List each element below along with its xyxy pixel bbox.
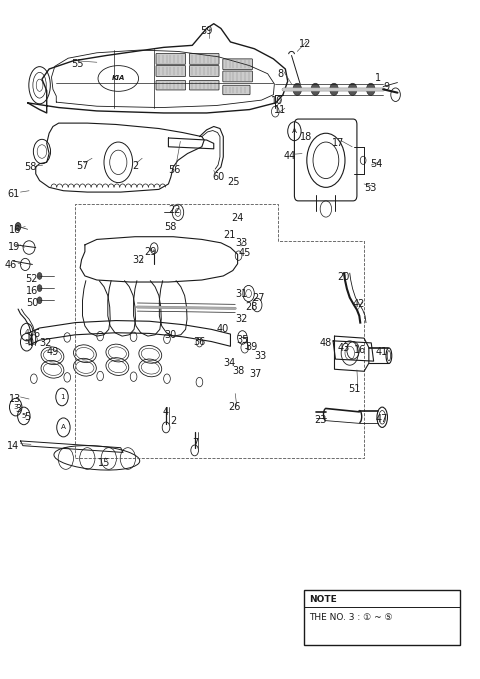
Circle shape xyxy=(348,84,357,95)
Text: 14: 14 xyxy=(7,441,20,451)
Text: 1: 1 xyxy=(375,73,382,83)
Text: 26: 26 xyxy=(228,402,240,412)
Text: 34: 34 xyxy=(223,358,235,368)
Circle shape xyxy=(330,84,338,95)
Text: 37: 37 xyxy=(249,369,262,379)
FancyBboxPatch shape xyxy=(223,71,252,82)
Text: 39: 39 xyxy=(245,342,258,352)
Text: 32: 32 xyxy=(39,338,52,348)
FancyBboxPatch shape xyxy=(190,54,219,65)
Text: 24: 24 xyxy=(231,213,243,223)
Text: 51: 51 xyxy=(348,384,361,394)
Text: NOTE: NOTE xyxy=(309,595,337,604)
Text: 47: 47 xyxy=(376,414,388,424)
Text: 33: 33 xyxy=(254,351,267,361)
Text: 33: 33 xyxy=(235,238,247,248)
Circle shape xyxy=(37,272,42,279)
Text: 5: 5 xyxy=(24,412,31,422)
Text: 50: 50 xyxy=(26,298,38,308)
Text: 10: 10 xyxy=(271,96,283,107)
Text: 4: 4 xyxy=(163,407,169,417)
Text: 16: 16 xyxy=(26,286,38,296)
Text: 16: 16 xyxy=(9,225,21,235)
Text: 3: 3 xyxy=(15,404,22,414)
Circle shape xyxy=(366,84,375,95)
Text: 44: 44 xyxy=(284,151,296,161)
Text: 1: 1 xyxy=(60,394,64,400)
Text: 2: 2 xyxy=(132,161,138,170)
Text: 30: 30 xyxy=(165,330,177,340)
Text: 60: 60 xyxy=(212,172,225,182)
Text: 28: 28 xyxy=(245,302,258,312)
Text: 11: 11 xyxy=(274,105,286,115)
FancyBboxPatch shape xyxy=(223,59,252,70)
Circle shape xyxy=(293,84,301,95)
Text: KIA: KIA xyxy=(112,75,125,81)
Text: 19: 19 xyxy=(8,242,20,252)
Text: 3: 3 xyxy=(13,404,18,410)
Text: 6: 6 xyxy=(34,329,40,339)
Text: 9: 9 xyxy=(383,81,389,92)
Text: 7: 7 xyxy=(192,438,199,448)
Text: 36: 36 xyxy=(193,337,205,347)
FancyBboxPatch shape xyxy=(223,86,250,94)
Circle shape xyxy=(37,285,42,291)
Text: 21: 21 xyxy=(223,230,235,240)
Text: 46: 46 xyxy=(5,260,17,270)
Text: 42: 42 xyxy=(352,299,364,309)
Text: 27: 27 xyxy=(252,293,264,304)
Text: 15: 15 xyxy=(98,458,110,468)
Text: A: A xyxy=(61,424,66,430)
Text: 29: 29 xyxy=(144,246,157,257)
Text: 59: 59 xyxy=(201,26,213,36)
Text: 4: 4 xyxy=(24,329,29,335)
Text: 23: 23 xyxy=(314,415,326,425)
Text: 49: 49 xyxy=(47,348,59,357)
Text: 32: 32 xyxy=(235,314,248,324)
Text: 25: 25 xyxy=(228,177,240,187)
Text: 45: 45 xyxy=(239,248,251,258)
Text: 31: 31 xyxy=(235,289,248,299)
Text: 52: 52 xyxy=(26,274,38,284)
Text: 16: 16 xyxy=(354,346,366,355)
Bar xyxy=(304,589,459,645)
Text: 22: 22 xyxy=(168,204,181,215)
Circle shape xyxy=(15,223,21,231)
Text: 61: 61 xyxy=(7,189,20,199)
Text: 20: 20 xyxy=(337,272,349,282)
Text: 8: 8 xyxy=(277,69,284,79)
Text: 5: 5 xyxy=(22,413,26,419)
Text: 57: 57 xyxy=(76,161,89,170)
FancyBboxPatch shape xyxy=(156,54,186,65)
Text: 53: 53 xyxy=(364,183,376,193)
Text: 41: 41 xyxy=(375,347,387,356)
Text: A: A xyxy=(292,128,297,134)
FancyBboxPatch shape xyxy=(156,66,186,77)
FancyBboxPatch shape xyxy=(190,81,219,90)
Text: 48: 48 xyxy=(320,338,332,348)
Text: 12: 12 xyxy=(299,39,311,49)
Circle shape xyxy=(37,297,42,304)
Circle shape xyxy=(311,84,320,95)
Text: 54: 54 xyxy=(370,159,383,168)
FancyBboxPatch shape xyxy=(190,66,219,77)
Text: THE NO. 3 : ① ~ ⑤: THE NO. 3 : ① ~ ⑤ xyxy=(309,612,393,622)
Text: 38: 38 xyxy=(232,366,244,376)
Text: 2: 2 xyxy=(170,416,176,426)
Text: 17: 17 xyxy=(332,138,344,148)
Text: 32: 32 xyxy=(132,255,145,265)
Text: 58: 58 xyxy=(24,162,36,172)
Text: 55: 55 xyxy=(72,58,84,69)
Text: 35: 35 xyxy=(236,335,249,344)
FancyBboxPatch shape xyxy=(156,81,186,90)
Text: 40: 40 xyxy=(216,324,228,333)
Text: 18: 18 xyxy=(300,132,312,142)
Text: 43: 43 xyxy=(338,343,350,352)
Text: 56: 56 xyxy=(168,166,180,175)
Text: 5: 5 xyxy=(24,340,29,345)
Text: 13: 13 xyxy=(9,394,21,404)
Text: 58: 58 xyxy=(165,222,177,232)
